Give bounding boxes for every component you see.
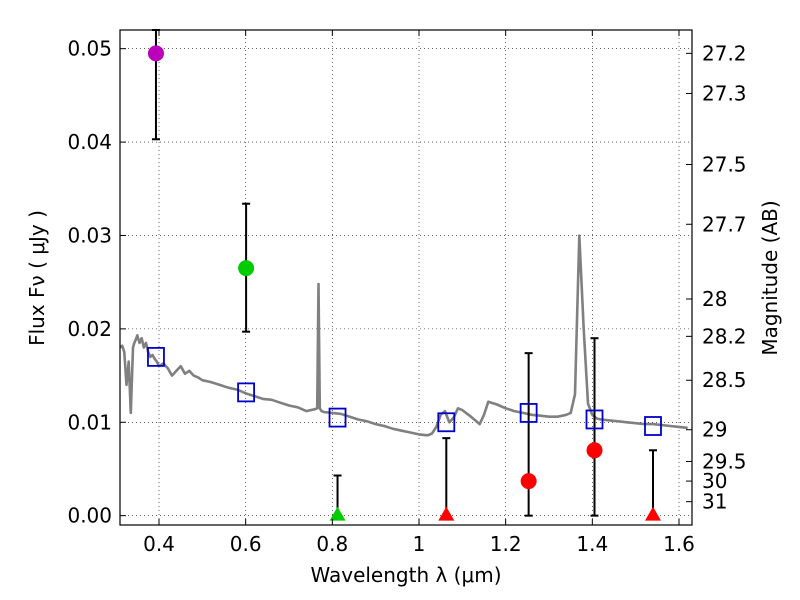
right-tick-label: 31	[702, 490, 727, 514]
y-axis-right-label: Magnitude (AB)	[758, 200, 782, 355]
right-tick-label: 27.7	[702, 212, 747, 236]
model-band-square	[147, 346, 165, 367]
right-tick-label: 28.2	[702, 324, 747, 348]
grid-lines	[120, 30, 692, 525]
x-tick-label: 0.4	[143, 532, 175, 556]
model-band-square	[437, 412, 456, 433]
y-tick-label: 0.04	[67, 130, 112, 154]
x-tick-label: 1.4	[576, 532, 608, 556]
upper-limit-triangle	[438, 506, 455, 521]
right-tick-label: 27.5	[702, 152, 747, 176]
plot-frame	[119, 29, 693, 526]
right-tick-label: 27.3	[702, 82, 747, 106]
right-tick-label: 29.5	[702, 449, 747, 473]
observed-flux-point	[520, 473, 537, 490]
right-tick-label: 27.2	[702, 41, 747, 65]
y-tick-label: 0.05	[67, 37, 112, 61]
spectrum-line	[119, 234, 688, 437]
model-band-square	[519, 403, 538, 423]
right-tick-label: 29	[702, 418, 727, 442]
x-tick-label: 1.2	[490, 532, 522, 556]
x-axis-ticks: 0.4 0.6 0.8 1 1.2 1.4 1.6	[143, 30, 695, 556]
model-band-markers	[147, 346, 662, 436]
y-axis-left-label: Flux Fν ( μJy )	[25, 210, 49, 346]
observed-flux-point	[147, 45, 164, 62]
observed-flux-markers	[147, 45, 661, 521]
model-spectrum	[119, 234, 688, 437]
y-tick-label: 0.01	[67, 410, 112, 434]
model-band-square	[237, 382, 256, 403]
model-band-square	[644, 416, 662, 436]
x-tick-label: 1.6	[663, 532, 695, 556]
right-tick-label: 28.5	[702, 368, 747, 392]
x-tick-label: 0.6	[230, 532, 262, 556]
model-band-square	[585, 409, 604, 430]
upper-limit-triangle	[329, 506, 346, 521]
x-axis-label: Wavelength λ (μm)	[310, 563, 501, 587]
x-tick-label: 1	[413, 532, 426, 556]
right-tick-label: 30	[702, 469, 727, 493]
y-tick-label: 0.02	[67, 317, 112, 341]
observed-flux-point	[586, 442, 603, 459]
observed-flux-point	[238, 260, 255, 277]
y-tick-label: 0.03	[67, 223, 112, 247]
y-tick-label: 0.00	[67, 504, 112, 528]
upper-limit-triangle	[645, 506, 661, 521]
y-axis-left-ticks: 0.00 0.01 0.02 0.03 0.04 0.05	[67, 37, 126, 528]
x-tick-label: 0.8	[316, 532, 348, 556]
model-band-square	[328, 407, 347, 428]
right-tick-label: 28	[702, 287, 727, 311]
